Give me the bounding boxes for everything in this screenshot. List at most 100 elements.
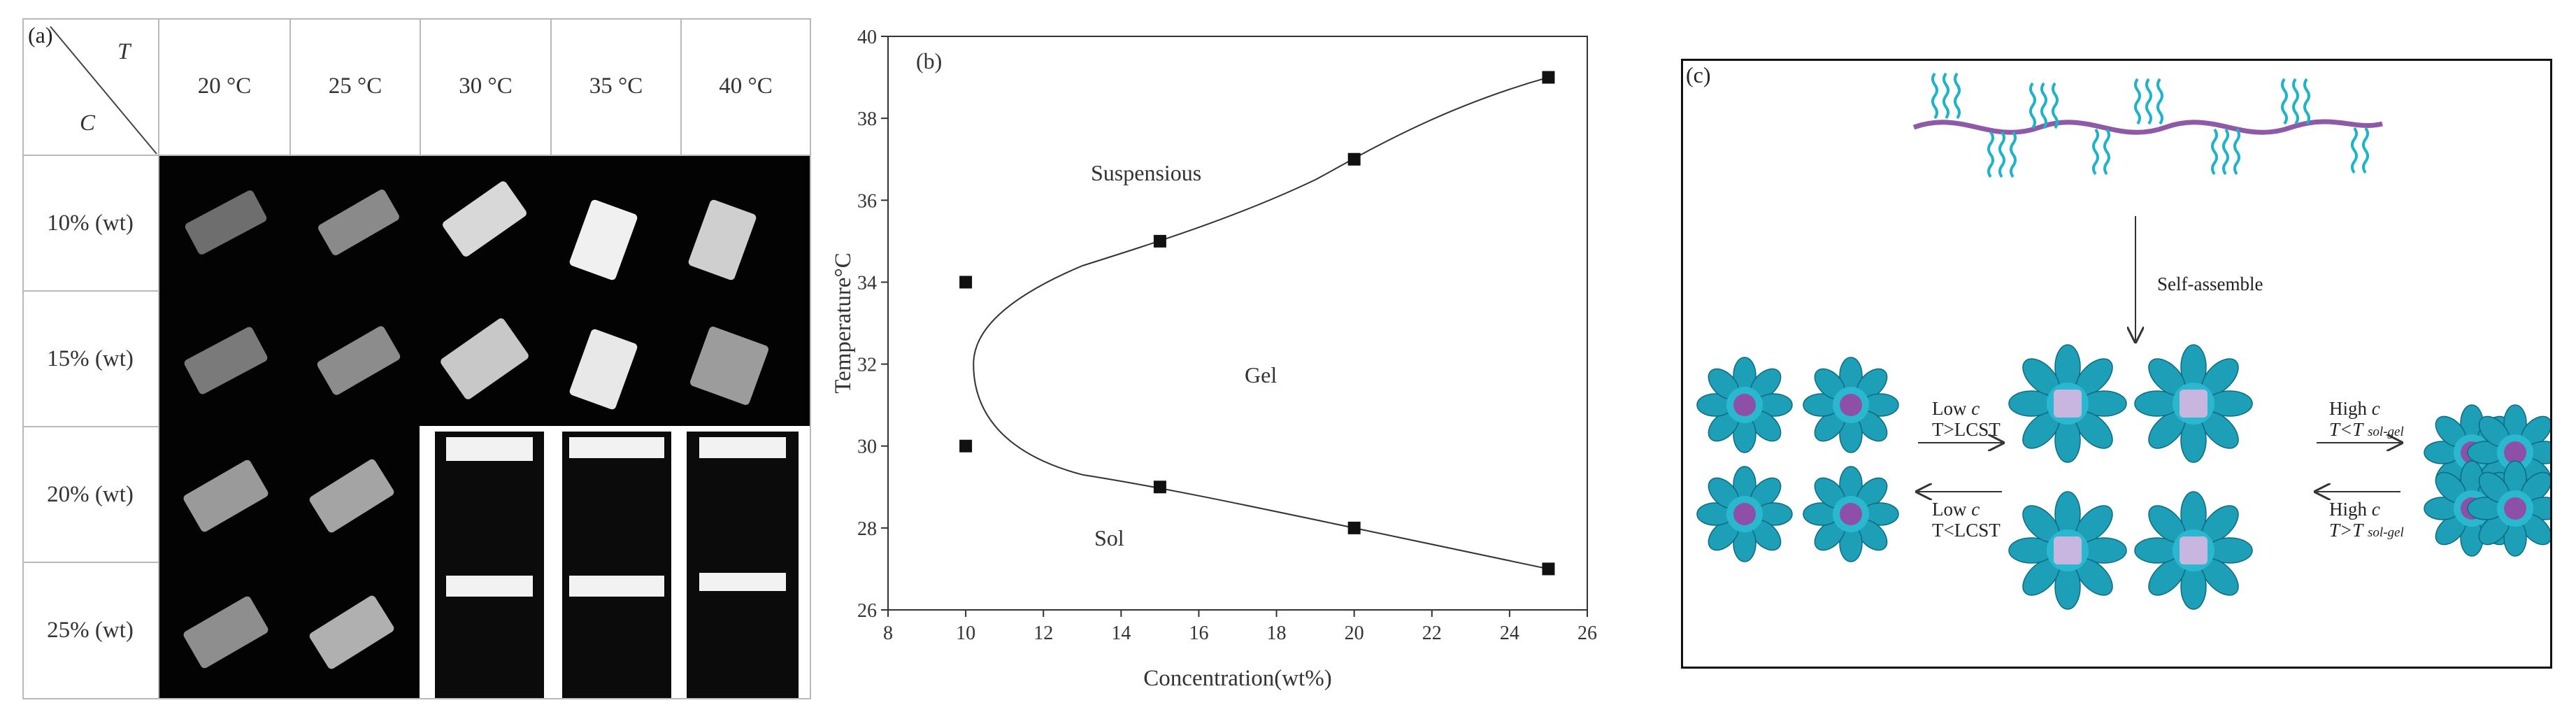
concentration-label: 25% (wt) [47, 618, 134, 643]
micelle-group-center [2008, 344, 2253, 610]
x-tick-label: 20 [1345, 622, 1364, 644]
vial-image [315, 325, 402, 397]
row-divider [22, 290, 159, 292]
vial-photos-upper [159, 156, 810, 426]
table-border-right [810, 18, 811, 699]
corner-t-label: T [117, 39, 131, 64]
y-tick-label: 36 [857, 190, 877, 212]
x-tick-label: 22 [1422, 622, 1442, 644]
y-tick-label: 28 [857, 518, 877, 540]
low-c-label-top: Low c [1932, 398, 1980, 419]
low-c-label-bottom: Low c [1932, 499, 1980, 520]
gel-meniscus [569, 437, 664, 458]
row-divider [22, 426, 159, 427]
vial-image [308, 594, 396, 671]
x-tick-label: 24 [1500, 622, 1519, 644]
gel-meniscus [446, 437, 533, 461]
data-point [1347, 521, 1361, 534]
t-lt-tsolgel-label: T<T sol-gel [2329, 419, 2404, 440]
data-point [1153, 234, 1166, 248]
data-point [959, 439, 973, 453]
x-tick-label: 16 [1189, 622, 1208, 644]
vial-image [183, 325, 269, 396]
x-tick-label: 26 [1577, 622, 1597, 644]
region-label-sol: Sol [1094, 525, 1124, 550]
x-tick-label: 18 [1267, 622, 1287, 644]
plot-frame [887, 36, 1588, 611]
vial-image [435, 432, 544, 698]
panel-a-tag: (a) [28, 22, 53, 48]
table-border-top [22, 18, 811, 20]
vial-image [183, 189, 269, 256]
region-label-suspension: Suspensious [1091, 160, 1201, 185]
y-tick-label: 30 [857, 436, 877, 458]
corner-diagonal [50, 26, 157, 155]
gel-meniscus [699, 437, 786, 458]
vial-image [568, 328, 638, 411]
header-row-divider [22, 155, 811, 156]
high-c-label-bottom: High c [2329, 499, 2380, 520]
vial-image [182, 458, 270, 534]
region-label-gel: Gel [1245, 362, 1277, 387]
row-divider [22, 562, 159, 563]
phase-diagram-panel: 8 10 12 14 16 18 20 22 24 26 26 28 30 32 34 36 38 40 (b) … [825, 0, 1664, 723]
temperature-header: 25 °C [328, 73, 382, 99]
gel-meniscus [446, 576, 533, 597]
t-gt-tsolgel-label: T>T sol-gel [2329, 520, 2404, 541]
concentration-label: 20% (wt) [47, 481, 134, 507]
data-points [959, 71, 1555, 576]
panel-c-tag: (c) [1686, 62, 1711, 87]
x-tick-label: 8 [883, 622, 893, 644]
polymer-backbone [1912, 119, 2383, 135]
y-tick-label: 38 [857, 108, 877, 130]
gel-meniscus [699, 573, 786, 591]
gel-meniscus [569, 576, 664, 597]
phase-boundary-curve [973, 76, 1549, 570]
axis-ticks: 8 10 12 14 16 18 20 22 24 26 26 28 30 32 34 36 38 40 [857, 27, 1597, 644]
table-border-left [22, 18, 24, 699]
y-tick-label: 32 [857, 355, 877, 376]
data-point [1542, 71, 1555, 84]
data-point [1153, 481, 1166, 494]
t-lt-lcst-label: T<LCST [1932, 520, 2001, 541]
micelle-aggregate-right [2424, 404, 2550, 557]
concentration-label: 10% (wt) [47, 210, 134, 236]
data-point [1542, 562, 1555, 576]
self-assembly-schematic [1696, 72, 2550, 610]
vial-image [316, 187, 401, 257]
corner-c-label: C [80, 111, 96, 136]
self-assemble-label: Self-assemble [2157, 273, 2263, 294]
data-point [959, 276, 973, 289]
vial-image [687, 432, 799, 698]
col-divider [420, 18, 421, 155]
vial-image [182, 595, 270, 670]
t-gt-lcst-label: T>LCST [1932, 419, 2001, 440]
high-c-label-top: High c [2329, 398, 2380, 419]
x-tick-label: 14 [1111, 622, 1131, 644]
x-tick-label: 12 [1033, 622, 1053, 644]
vial-image [687, 199, 757, 281]
panel-b-tag: (b) [916, 48, 942, 73]
col-divider [289, 18, 291, 155]
temperature-header: 20 °C [197, 73, 252, 99]
concentration-label: 15% (wt) [47, 346, 134, 371]
vial-image [438, 316, 531, 401]
data-point [1347, 152, 1361, 166]
y-axis-label: Temperature°C [831, 252, 856, 393]
label-column-divider [158, 18, 159, 699]
col-divider [680, 18, 682, 155]
col-divider [550, 18, 552, 155]
micelle-group-left [1696, 357, 1899, 562]
vial-photos-gelled [420, 426, 810, 698]
x-axis-label: Concentration(wt%) [1143, 666, 1331, 691]
photo-table-panel: (a) T C 20 °C 25 °C 30 °C 35 °C 40 °C 10… [22, 18, 811, 699]
table-border-bottom [22, 698, 811, 699]
vial-photos-lower-left [159, 426, 420, 698]
temperature-header: 40 °C [719, 73, 773, 99]
schematic-panel: (c) [1681, 59, 2552, 669]
vial-image [441, 179, 529, 259]
vial-image [689, 325, 770, 406]
vial-image [568, 199, 638, 281]
x-tick-label: 10 [956, 622, 975, 644]
